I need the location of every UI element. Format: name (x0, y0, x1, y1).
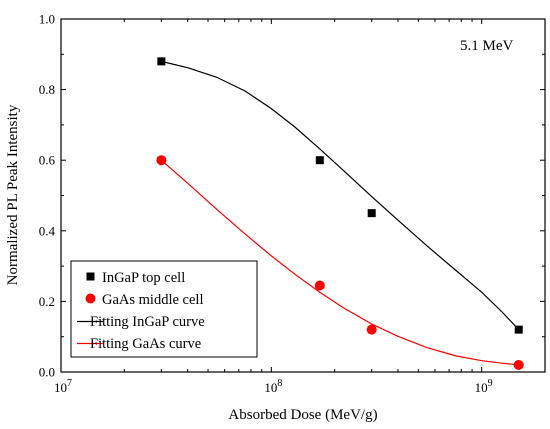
x-tick-label-base: 10 (475, 380, 488, 395)
legend-label-ingap-fit: Fitting InGaP curve (90, 314, 205, 330)
ingap-data-point (367, 209, 376, 218)
x-tick-label: 107 (54, 378, 72, 395)
y-tick-label: 0.0 (39, 365, 55, 380)
ingap-data-point (157, 57, 166, 66)
legend-marker-ingap-points (86, 272, 95, 281)
y-axis-title: Normalized PL Peak Intensity (5, 104, 21, 285)
x-tick-label: 108 (264, 378, 282, 395)
data-points (156, 57, 524, 370)
legend-label-gaas-fit: Fitting GaAs curve (90, 336, 201, 352)
gaas-data-point (366, 324, 377, 335)
legend-label-ingap-points: InGaP top cell (102, 270, 185, 286)
x-tick-label: 109 (475, 378, 493, 395)
y-tick-label: 0.2 (39, 294, 55, 309)
ingap-data-point (315, 156, 324, 165)
legend-box (70, 260, 258, 358)
legend-marker-gaas-points (85, 293, 96, 304)
ingap-fit-curve (161, 60, 520, 331)
gaas-data-point (314, 280, 325, 291)
fit-curves (160, 60, 520, 366)
y-tick-label: 0.6 (39, 153, 56, 168)
gaas-data-point (156, 155, 167, 166)
x-tick-label-base: 10 (264, 380, 277, 395)
x-tick-label-base: 10 (54, 380, 67, 395)
y-tick-label: 0.4 (39, 223, 56, 238)
legend-label-gaas-points: GaAs middle cell (102, 292, 203, 308)
x-axis-title: Absorbed Dose (MeV/g) (228, 407, 377, 423)
y-tick-label: 0.8 (39, 82, 55, 97)
x-tick-label-exponent: 8 (277, 378, 282, 389)
x-tick-label-exponent: 7 (67, 378, 72, 389)
ingap-data-point (514, 325, 523, 334)
legend: InGaP top cell GaAs middle cell Fitting … (70, 260, 258, 358)
gaas-fit-curve (160, 159, 519, 366)
x-tick-label-exponent: 9 (488, 378, 493, 389)
y-tick-label: 1.0 (39, 12, 55, 27)
gaas-data-point (513, 359, 524, 370)
annotation-text: 5.1 MeV (460, 38, 513, 54)
